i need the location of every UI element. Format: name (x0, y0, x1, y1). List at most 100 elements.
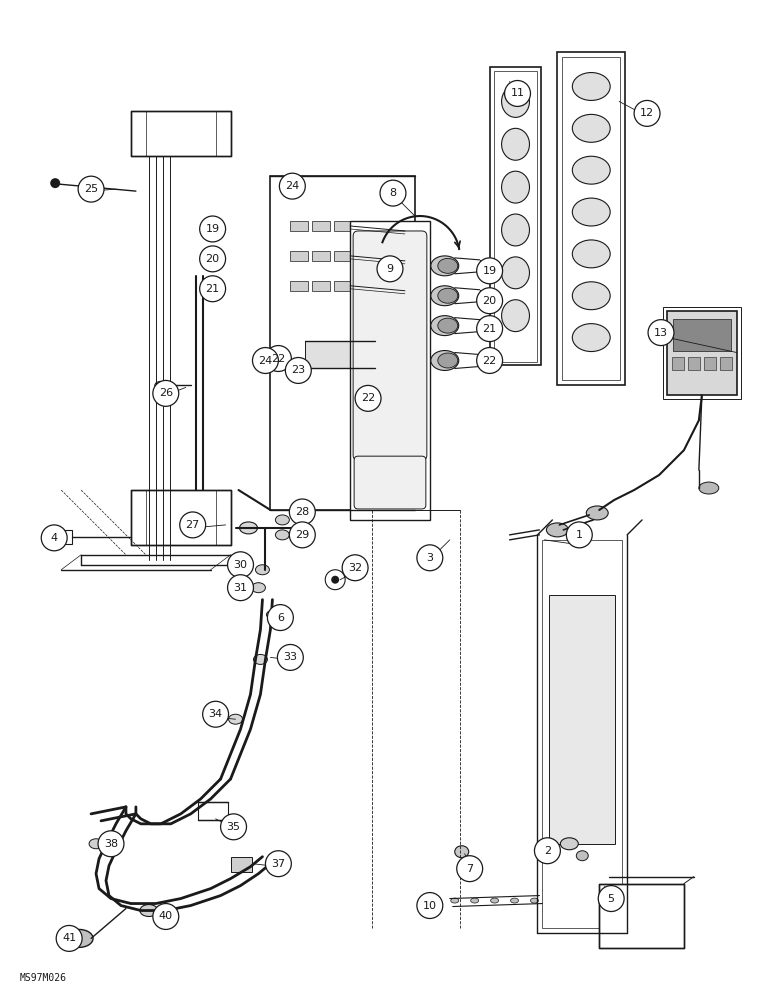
Text: 22: 22 (271, 354, 286, 364)
Ellipse shape (431, 256, 459, 276)
Text: 22: 22 (482, 356, 496, 366)
Bar (231, 857, 252, 872)
Ellipse shape (502, 214, 530, 246)
Bar (493, 71, 537, 362)
Ellipse shape (451, 898, 459, 903)
Ellipse shape (140, 905, 157, 916)
Bar (270, 176, 415, 510)
Ellipse shape (65, 929, 93, 947)
Bar (334, 251, 352, 261)
Ellipse shape (491, 898, 499, 903)
Ellipse shape (530, 898, 538, 903)
Ellipse shape (586, 506, 608, 520)
Ellipse shape (577, 851, 588, 861)
Circle shape (200, 276, 225, 302)
Text: MS97M026: MS97M026 (19, 973, 66, 983)
Circle shape (98, 831, 124, 857)
Text: 33: 33 (283, 652, 297, 662)
Ellipse shape (572, 240, 610, 268)
Circle shape (476, 348, 503, 373)
Circle shape (417, 893, 443, 918)
Circle shape (266, 851, 291, 877)
Ellipse shape (239, 522, 258, 534)
Ellipse shape (699, 482, 719, 494)
Bar (673, 319, 731, 351)
Text: 31: 31 (233, 583, 248, 593)
Text: 13: 13 (654, 328, 668, 338)
Text: 24: 24 (259, 356, 273, 366)
Text: 21: 21 (482, 324, 496, 334)
Circle shape (153, 380, 179, 406)
Text: 25: 25 (84, 184, 98, 194)
Text: 20: 20 (205, 254, 220, 264)
Text: 4: 4 (51, 533, 58, 543)
Circle shape (290, 522, 315, 548)
Text: 19: 19 (482, 266, 496, 276)
Ellipse shape (502, 128, 530, 160)
Bar (599, 884, 684, 948)
Ellipse shape (155, 381, 167, 389)
Text: 28: 28 (295, 507, 310, 517)
Circle shape (78, 176, 104, 202)
Bar (720, 357, 732, 370)
Text: 9: 9 (387, 264, 394, 274)
Ellipse shape (547, 523, 568, 537)
Text: 19: 19 (205, 224, 220, 234)
Circle shape (50, 178, 60, 188)
Bar (290, 221, 308, 231)
Text: 20: 20 (482, 296, 496, 306)
Circle shape (267, 605, 293, 631)
Bar (543, 540, 622, 928)
Ellipse shape (431, 286, 459, 306)
Bar (489, 67, 541, 365)
Circle shape (377, 256, 403, 282)
Ellipse shape (455, 846, 469, 858)
Bar (334, 281, 352, 291)
Circle shape (277, 644, 303, 670)
Text: 5: 5 (608, 894, 615, 904)
Bar (550, 595, 615, 844)
Circle shape (457, 856, 482, 882)
Text: 21: 21 (205, 284, 220, 294)
Circle shape (634, 100, 660, 126)
FancyBboxPatch shape (353, 231, 427, 460)
Ellipse shape (560, 838, 578, 850)
Ellipse shape (438, 288, 458, 303)
Ellipse shape (572, 324, 610, 352)
Text: 3: 3 (426, 553, 433, 563)
Bar (557, 52, 625, 385)
Ellipse shape (229, 714, 242, 724)
Ellipse shape (253, 654, 267, 664)
Circle shape (598, 886, 624, 912)
Circle shape (331, 576, 339, 584)
Ellipse shape (438, 353, 458, 368)
Circle shape (476, 288, 503, 314)
Text: 1: 1 (576, 530, 583, 540)
Text: 12: 12 (640, 108, 654, 118)
Bar (290, 281, 308, 291)
Ellipse shape (276, 515, 290, 525)
Circle shape (505, 81, 530, 106)
Text: 38: 38 (104, 839, 118, 849)
Bar (305, 341, 375, 368)
Ellipse shape (89, 839, 103, 849)
Circle shape (279, 173, 305, 199)
Circle shape (200, 246, 225, 272)
Ellipse shape (276, 530, 290, 540)
Bar (334, 221, 352, 231)
Circle shape (648, 320, 674, 346)
Circle shape (252, 348, 279, 373)
Ellipse shape (266, 611, 279, 619)
Ellipse shape (431, 351, 459, 370)
Ellipse shape (502, 171, 530, 203)
Ellipse shape (252, 583, 266, 593)
Bar (290, 251, 308, 261)
Text: 11: 11 (510, 88, 524, 98)
Ellipse shape (572, 282, 610, 310)
Bar (667, 311, 736, 395)
Text: 27: 27 (185, 520, 200, 530)
Ellipse shape (510, 898, 519, 903)
Text: 24: 24 (285, 181, 300, 191)
Circle shape (417, 545, 443, 571)
Bar (663, 307, 740, 399)
